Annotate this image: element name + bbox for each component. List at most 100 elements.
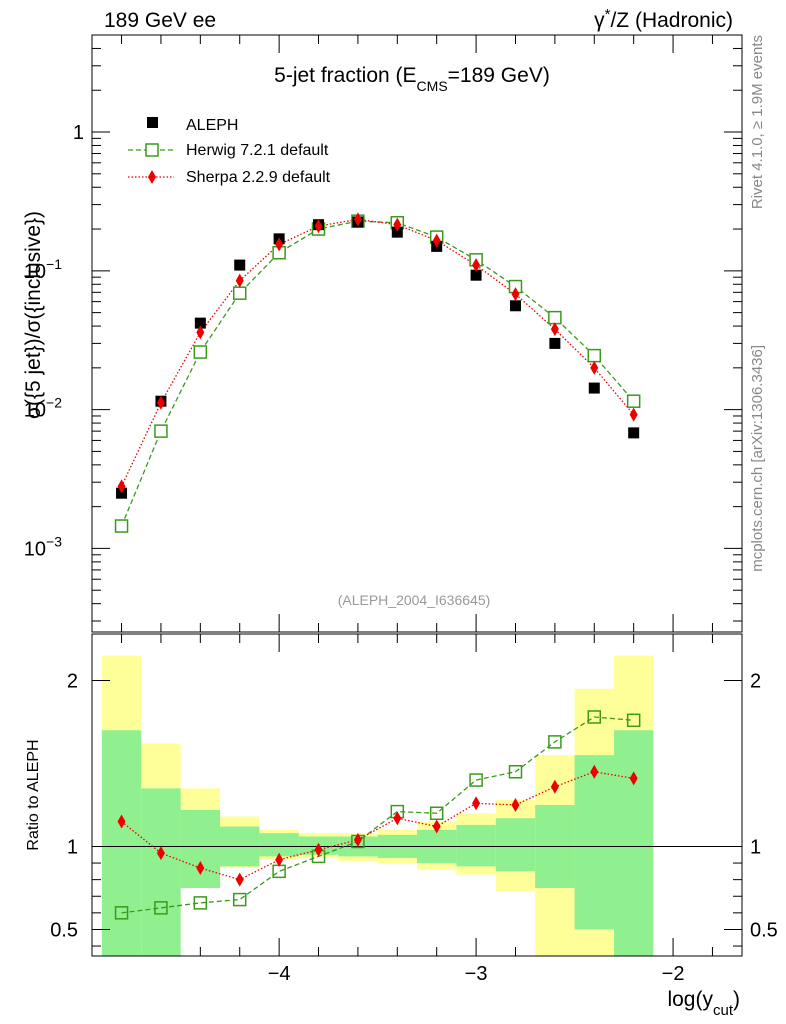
ratio-herwig-point [154,901,168,915]
x-axis-label: log(ycut) [667,988,740,1019]
aleph-point [194,317,206,329]
aleph-point [234,259,246,271]
ratio-sherpa-point [472,796,481,811]
legend-sherpa-marker [148,170,156,184]
legend-herwig-label: Herwig 7.2.1 default [186,142,329,159]
ratio-herwig-point [232,892,247,907]
ratio-y-tick-label-right: 0.5 [750,919,778,941]
main-y-tick-label: 10−1 [24,256,62,283]
sherpa-point [314,219,323,234]
sherpa-point [275,237,284,252]
process-header: γ*/Z (Hadronic) [594,6,733,32]
ratio-sherpa-point [511,797,520,812]
ratio-sherpa-point [432,819,441,834]
legend-sherpa-label: Sherpa 2.2.9 default [186,169,331,186]
ratio-sherpa-point [629,771,638,786]
ratio-herwig-point [587,710,602,724]
sherpa-point [432,233,441,248]
ratio-herwig-point [429,806,444,821]
ratio-inner-band-bin [456,824,496,867]
ratio-herwig-point [548,735,562,749]
sherpa-point [550,322,559,337]
ratio-sherpa-point [117,814,126,829]
main-frame [91,34,743,633]
main-y-tick-label: 10−2 [24,395,62,422]
legend-aleph-label: ALEPH [186,117,238,134]
ratio-herwig-point [469,773,483,787]
herwig-point [114,519,129,533]
legend-aleph-marker [147,117,158,128]
ratio-inner-band-bin [259,833,299,857]
herwig-point [193,345,208,359]
main-marks: 10−3 10−2 10−1 1 [24,34,742,632]
legend: ALEPH Herwig 7.2.1 default Sherpa 2.2.9 … [128,117,331,186]
ratio-y-tick-label-left: 2 [67,670,78,692]
rivet-side-label: Rivet 4.1.0, ≥ 1.9M events [749,35,766,209]
herwig-point [626,394,641,408]
ratio-sherpa-point [550,779,559,794]
ratio-y-tick-label-left: 0.5 [50,919,78,941]
ratio-inner-band-bin [613,730,654,956]
ratio-inner-band-bin [495,818,536,872]
herwig-point [548,310,562,325]
legend-herwig-marker [145,143,159,157]
sherpa-point [196,325,205,340]
sherpa-point [117,479,126,494]
ratio-y-tick-label-right: 1 [750,836,761,858]
sherpa-point [353,212,362,227]
x-tick-label: −3 [465,963,488,985]
ratio-sherpa-point [275,852,284,867]
ratio-herwig-point [272,864,286,879]
ratio-herwig-point [508,765,523,779]
herwig-point [587,348,602,363]
ratio-inner-band-bin [180,809,221,888]
aleph-point [391,226,403,238]
sherpa-point [393,217,402,232]
x-tick-label: −2 [662,963,685,985]
sherpa-point [235,273,244,288]
aleph-point [628,427,640,439]
aleph-point [549,337,561,349]
ratio-frame [91,633,743,957]
ratio-panel: 0.5 0.5 1 1 2 2 −4 −3 −2 Ratio to ALEPH log(ycut… [25,633,778,1019]
ratio-sherpa-point [156,846,165,861]
ratio-inner-band-bin [101,730,142,956]
aleph-point [588,382,600,394]
main-y-tick-label: 10−3 [24,533,62,560]
herwig-point [154,424,168,438]
sherpa-point [472,258,481,273]
x-tick-label: −4 [268,963,291,985]
ratio-sherpa-point [235,872,244,887]
ratio-y-axis-label: Ratio to ALEPH [25,739,42,850]
sherpa-point [590,360,599,375]
ratio-sherpa-point [353,832,362,847]
ratio-marks: 0.5 0.5 1 1 2 2 −4 −3 −2 [50,634,778,985]
ratio-herwig-point [193,896,208,910]
herwig-line [120,220,635,527]
sherpa-point [511,287,520,302]
mcplots-side-label: mcplots.cern.ch [arXiv:1306.3436] [749,345,766,572]
ratio-inner-band-bin [574,755,614,930]
main-y-tick-label: 1 [73,122,84,144]
ratio-sherpa-point [196,861,205,876]
aleph-point [509,300,521,312]
ratio-inner-band-bin [141,788,181,956]
main-y-axis-label: σ({5 jet})/σ({inclusive}) [22,211,45,419]
herwig-point [232,286,247,300]
ratio-herwig-point [114,906,129,920]
ratio-y-tick-label-right: 2 [750,670,761,692]
ratio-sherpa-point [393,811,402,826]
ratio-sherpa-point [314,842,323,857]
analysis-watermark: (ALEPH_2004_I636645) [338,592,491,608]
ratio-herwig-point [626,713,641,728]
main-title: 5-jet fraction (ECMS=189 GeV) [274,64,550,94]
ratio-sherpa-line [121,771,634,881]
ratio-sherpa-point [590,764,599,779]
aleph-point [470,269,482,281]
energy-header: 189 GeV ee [104,9,216,32]
ratio-y-tick-label-left: 1 [67,836,78,858]
sherpa-point [156,395,165,410]
sherpa-point [629,407,638,422]
main-panel: 10−3 10−2 10−1 1 5-jet fraction (ECMS=189 G… [22,34,743,633]
